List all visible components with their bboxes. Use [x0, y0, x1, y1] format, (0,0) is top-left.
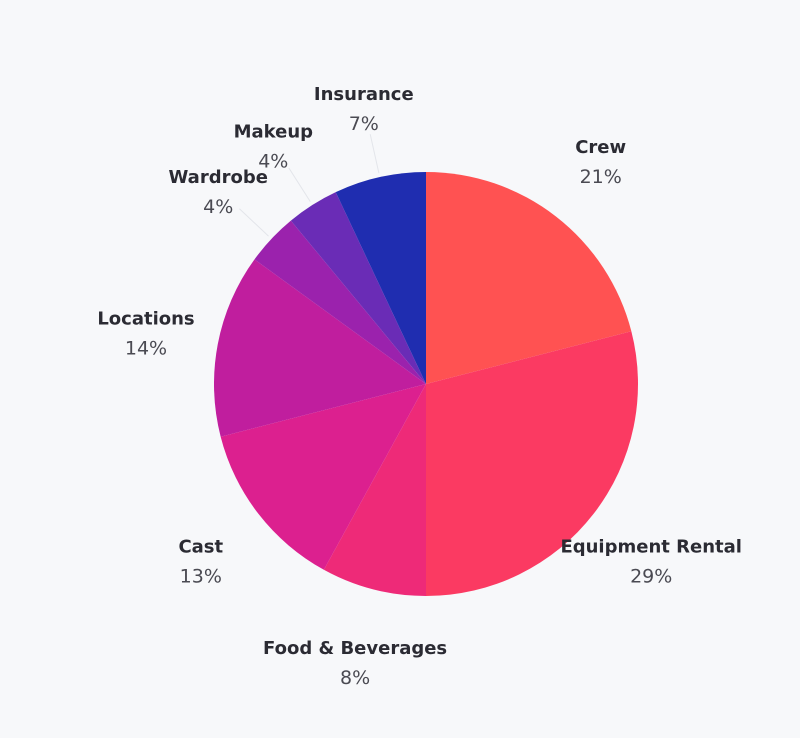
slice-label: Food & Beverages — [263, 638, 447, 659]
slice-label: Wardrobe — [168, 167, 267, 188]
leader-lines — [239, 134, 380, 237]
pie-slice-locations — [214, 259, 426, 437]
slice-labels: Crew 21% Equipment Rental 29% Food & Beverag… — [97, 84, 742, 689]
pie-slice-crew — [426, 172, 632, 384]
slice-label: Insurance — [314, 84, 414, 105]
pie-slice-food-beverages — [323, 384, 426, 596]
pie-slice-makeup — [290, 192, 426, 384]
pie-slice-insurance — [335, 172, 426, 384]
slice-label: Makeup — [234, 121, 314, 142]
pie-slice-cast — [220, 384, 426, 570]
leader-line — [239, 208, 269, 237]
pie-slices — [214, 172, 638, 596]
slice-label: Locations — [97, 309, 194, 330]
slice-percent-label: 14% — [125, 338, 167, 360]
leader-line — [288, 167, 311, 202]
leader-line — [369, 134, 380, 174]
slice-label: Equipment Rental — [560, 537, 742, 558]
slice-percent-label: 4% — [258, 150, 288, 172]
slice-percent-label: 7% — [349, 113, 379, 135]
pie-slice-wardrobe — [254, 220, 426, 384]
slice-percent-label: 21% — [580, 166, 622, 188]
slice-percent-label: 29% — [630, 566, 672, 588]
slice-label: Cast — [178, 537, 223, 558]
pie-slice-equipment-rental — [426, 331, 638, 596]
slice-percent-label: 13% — [180, 566, 222, 588]
slice-label: Crew — [575, 137, 626, 158]
slice-percent-label: 8% — [340, 667, 370, 689]
slice-percent-label: 4% — [203, 196, 233, 218]
